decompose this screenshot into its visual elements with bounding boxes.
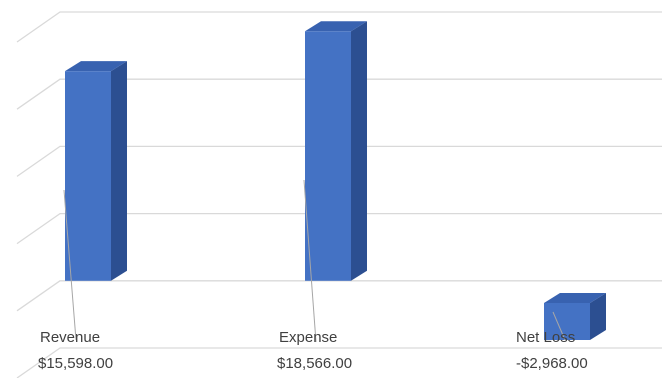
- value-label: $18,566.00: [277, 355, 352, 372]
- bar-top: [544, 293, 606, 303]
- bar-front: [305, 31, 351, 281]
- gridline-10000: [16, 145, 662, 177]
- bar-revenue: [65, 61, 127, 281]
- data-label-revenue: Revenue $15,598.00: [38, 189, 113, 372]
- gridline-15000: [16, 78, 662, 110]
- bar-front: [65, 71, 111, 281]
- bar-top: [305, 21, 367, 32]
- gridline--5000: [16, 347, 662, 378]
- bar-expense: [305, 21, 367, 281]
- category-label: Revenue: [40, 329, 100, 346]
- bar-side: [111, 61, 127, 281]
- category-label: Expense: [279, 329, 337, 346]
- value-label: $15,598.00: [38, 355, 113, 372]
- data-label-expense: Expense $18,566.00: [277, 179, 352, 372]
- bar-top: [65, 61, 127, 72]
- data-label-net-loss: Net Loss -$2,968.00: [516, 311, 588, 372]
- data-labels: Revenue $15,598.00 Expense $18,566.00 Net Lo…: [38, 179, 588, 372]
- gridlines: [16, 11, 662, 378]
- bar-front: [544, 303, 590, 340]
- bar-side: [590, 293, 606, 340]
- leader-line: [552, 311, 566, 341]
- bar-net-loss: [544, 293, 606, 340]
- gridline-20000: [16, 11, 662, 43]
- category-label: Net Loss: [516, 329, 575, 346]
- gridline-0: [16, 280, 662, 312]
- bar-side: [351, 21, 367, 281]
- gridline-5000: [16, 212, 662, 245]
- value-label: -$2,968.00: [516, 355, 588, 372]
- leader-line: [63, 189, 77, 341]
- leader-line: [303, 179, 317, 343]
- bars: [65, 21, 606, 340]
